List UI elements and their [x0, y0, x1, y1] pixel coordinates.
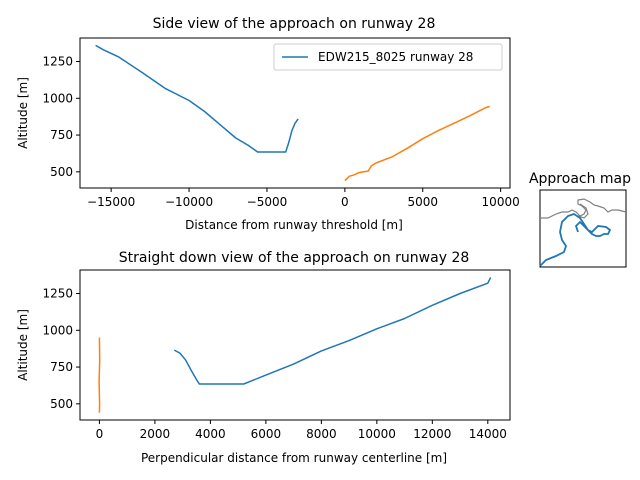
down-view-xtick-label: 12000 — [413, 427, 451, 441]
side-view-axes: Side view of the approach on runway 28 D… — [16, 16, 520, 232]
down-view-xtick-label: 8000 — [306, 427, 337, 441]
down-view-series-line-1 — [98, 337, 101, 413]
side-view-xtick-label: 10000 — [482, 195, 520, 209]
side-view-ticks: −15000 −10000 −5000 0 5000 10000 500 750 1000 125… — [42, 55, 519, 209]
side-view-xtick-label: −15000 — [87, 195, 135, 209]
side-view-series-line-1 — [344, 105, 490, 182]
coastline-inlet — [577, 203, 589, 219]
legend-entry-label: EDW215_8025 runway 28 — [318, 50, 473, 64]
approach-map-axes: Approach map — [529, 171, 631, 268]
down-view-xtick-label: 0 — [96, 427, 104, 441]
ground-track — [539, 213, 612, 267]
coastline — [540, 198, 627, 219]
side-view-ytick-label: 750 — [50, 128, 73, 142]
down-view-xlabel: Perpendicular distance from runway cente… — [141, 451, 447, 465]
side-view-xtick-label: −5000 — [247, 195, 288, 209]
down-view-xtick-label: 14000 — [469, 427, 507, 441]
side-view-xtick-label: 0 — [341, 195, 349, 209]
down-view-series — [98, 277, 492, 413]
down-view-ticks: 0 2000 4000 6000 8000 10000 12000 14000 500 750 10… — [42, 287, 506, 441]
side-view-ytick-label: 1000 — [42, 91, 73, 105]
legend: EDW215_8025 runway 28 — [273, 43, 503, 71]
side-view-series-line-0 — [95, 44, 299, 153]
side-view-ytick-label: 500 — [50, 165, 73, 179]
side-view-xlabel: Distance from runway threshold [m] — [185, 218, 403, 232]
side-view-ytick-label: 1250 — [42, 55, 73, 69]
side-view-xtick-label: 5000 — [407, 195, 438, 209]
down-view-ytick-label: 1000 — [42, 323, 73, 337]
side-view-title: Side view of the approach on runway 28 — [153, 16, 436, 32]
side-view-ylabel: Altitude [m] — [16, 77, 30, 149]
side-view-xtick-label: −10000 — [165, 195, 213, 209]
down-view-xtick-label: 6000 — [251, 427, 282, 441]
side-view-series — [95, 44, 490, 182]
down-view-xtick-label: 2000 — [140, 427, 171, 441]
down-view-ytick-label: 500 — [50, 397, 73, 411]
down-view-title: Straight down view of the approach on ru… — [119, 250, 470, 266]
down-view-xtick-label: 10000 — [358, 427, 396, 441]
down-view-frame — [79, 269, 511, 421]
legend-box — [273, 43, 503, 71]
approach-map-frame — [539, 189, 627, 268]
down-view-ylabel: Altitude [m] — [16, 309, 30, 381]
down-view-ytick-label: 750 — [50, 360, 73, 374]
approach-map-title: Approach map — [529, 171, 631, 187]
down-view-axes: Straight down view of the approach on ru… — [16, 250, 511, 465]
down-view-series-line-0 — [173, 277, 492, 385]
down-view-xtick-label: 4000 — [195, 427, 226, 441]
down-view-ytick-label: 1250 — [42, 287, 73, 301]
